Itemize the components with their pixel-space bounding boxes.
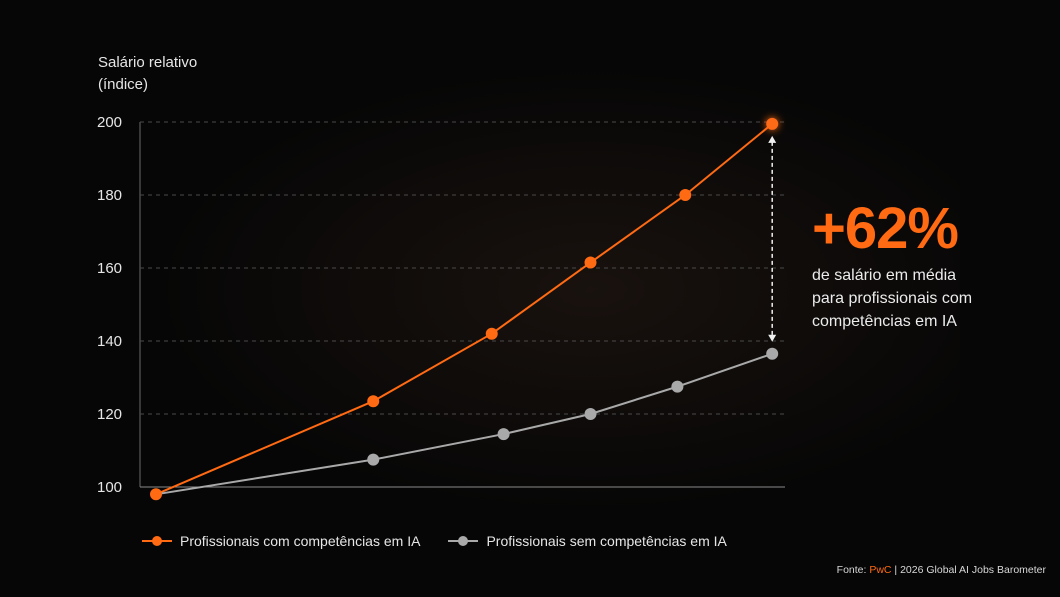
series-0-point-2 [485, 327, 498, 340]
legend: Profissionais com competências em IA Pro… [142, 533, 755, 549]
y-tick-label-200: 200 [97, 114, 122, 131]
difference-arrow-head-down [768, 334, 777, 342]
series-1-point-3 [584, 408, 597, 420]
series-0-point-0 [150, 488, 162, 501]
series-1-point-1 [367, 453, 380, 466]
y-axis-label-line-2: (índice) [98, 76, 149, 93]
series-1-point-4 [671, 380, 684, 393]
series-line-0 [155, 123, 773, 496]
series-0-point-3 [584, 256, 597, 269]
source-note: Fonte: PwC | 2026 Global AI Jobs Baromet… [837, 564, 1046, 576]
y-axis-label: Salário relativo (índice) [98, 52, 258, 96]
callout-line-2: para profissionais com [812, 290, 973, 307]
legend-label-without-ai: Profissionais sem competências em IA [486, 533, 727, 549]
legend-marker-with-ai [142, 534, 172, 548]
legend-item-without-ai: Profissionais sem competências em IA [448, 533, 727, 549]
source-prefix: Fonte: [836, 564, 870, 576]
legend-label-with-ai: Profissionais com competências em IA [180, 533, 421, 549]
series-0-point-1 [367, 395, 380, 408]
callout-value: +62% [812, 196, 959, 261]
y-tick-label-160: 160 [97, 260, 122, 277]
series-0-point-5 [766, 117, 779, 130]
series-1-point-5 [766, 347, 779, 360]
series-0-point-4 [679, 189, 692, 201]
legend-item-with-ai: Profissionais com competências em IA [142, 533, 420, 549]
callout-line-3: competências em IA [812, 313, 957, 330]
y-tick-label-120: 120 [97, 406, 122, 423]
series-line-1 [155, 352, 773, 496]
difference-arrow-head-up [768, 135, 777, 143]
legend-marker-without-ai [448, 534, 479, 548]
y-tick-label-180: 180 [97, 187, 122, 204]
source-rest: | 2026 Global AI Jobs Barometer [891, 564, 1046, 576]
callout-description: de salário em média para profissionais c… [812, 264, 1042, 333]
callout: +62% de salário em média para profission… [812, 196, 1042, 333]
y-axis-label-line-1: Salário relativo [98, 54, 198, 71]
series-1-point-2 [497, 428, 510, 441]
y-tick-label-140: 140 [97, 333, 122, 350]
callout-line-1: de salário em média [812, 267, 957, 284]
source-brand: PwC [869, 564, 892, 576]
y-tick-label-100: 100 [97, 479, 122, 496]
